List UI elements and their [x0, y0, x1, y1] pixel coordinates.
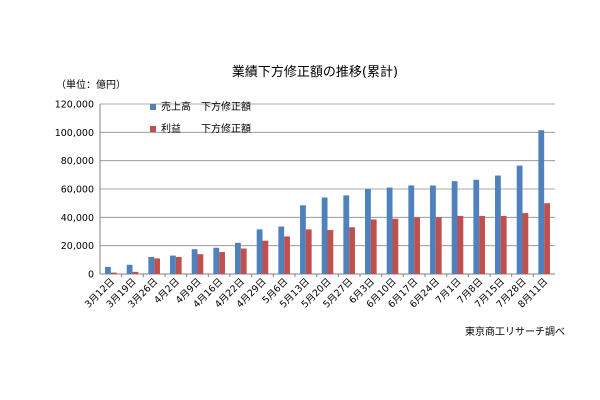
legend-label: 利益 下方修正額: [161, 122, 251, 135]
y-tick-label: 40,000: [61, 213, 94, 224]
bar-profit: [435, 217, 442, 274]
bar-sales: [430, 185, 436, 274]
bar-profit: [522, 213, 529, 274]
chart-title: 業績下方修正額の推移(累計): [232, 64, 398, 80]
bar-sales: [148, 257, 155, 274]
bar-profit: [500, 215, 507, 274]
bar-sales: [495, 175, 501, 274]
bar-sales: [235, 242, 241, 274]
bar-sales: [213, 247, 220, 274]
unit-label: （単位：億円）: [56, 78, 126, 91]
y-tick-label: 60,000: [61, 185, 94, 196]
bar-profit: [240, 248, 247, 274]
y-tick-label: 120,000: [55, 100, 94, 111]
bar-profit: [414, 217, 420, 274]
bar-sales: [365, 189, 371, 274]
source-note: 東京商工リサーチ調べ: [465, 325, 565, 338]
bar-sales: [408, 185, 415, 274]
bar-profit: [349, 227, 355, 274]
bar-sales: [126, 264, 133, 274]
bar-sales: [256, 229, 263, 274]
y-tick-label: 80,000: [61, 156, 94, 167]
legend-swatch: [150, 126, 156, 132]
bar-profit: [457, 215, 464, 274]
bar-profit: [479, 215, 485, 274]
bar-sales: [321, 197, 328, 274]
bar-profit: [305, 229, 312, 274]
y-tick-label: 100,000: [55, 128, 94, 139]
bar-profit: [175, 257, 182, 274]
bars: [105, 130, 550, 274]
bar-sales: [386, 187, 393, 274]
bar-sales: [473, 179, 480, 274]
bar-profit: [197, 254, 204, 274]
bar-sales: [191, 249, 198, 274]
bar-profit: [110, 272, 117, 274]
bar-sales: [300, 205, 306, 274]
bar-profit: [262, 240, 269, 274]
bar-sales: [516, 165, 523, 274]
bar-profit: [154, 258, 160, 274]
y-tick-label: 20,000: [61, 241, 94, 252]
bar-profit: [327, 230, 334, 274]
legend-swatch: [150, 104, 156, 110]
bar-sales: [278, 226, 285, 274]
bar-sales: [105, 266, 111, 274]
bar-profit: [370, 219, 377, 274]
x-axis: 3月12日3月19日3月26日4月2日4月9日4月16日4月22日4月29日5月…: [83, 274, 550, 310]
bar-sales: [538, 130, 545, 274]
bar-profit: [284, 236, 290, 274]
bar-profit: [219, 252, 225, 274]
bar-profit: [132, 271, 139, 274]
legend-label: 売上高 下方修正額: [161, 100, 251, 113]
bar-sales: [343, 195, 350, 274]
bar-sales: [451, 181, 458, 274]
bar-profit: [544, 203, 550, 274]
y-tick-label: 0: [88, 270, 94, 281]
bar-profit: [392, 218, 399, 274]
bar-sales: [170, 255, 176, 274]
